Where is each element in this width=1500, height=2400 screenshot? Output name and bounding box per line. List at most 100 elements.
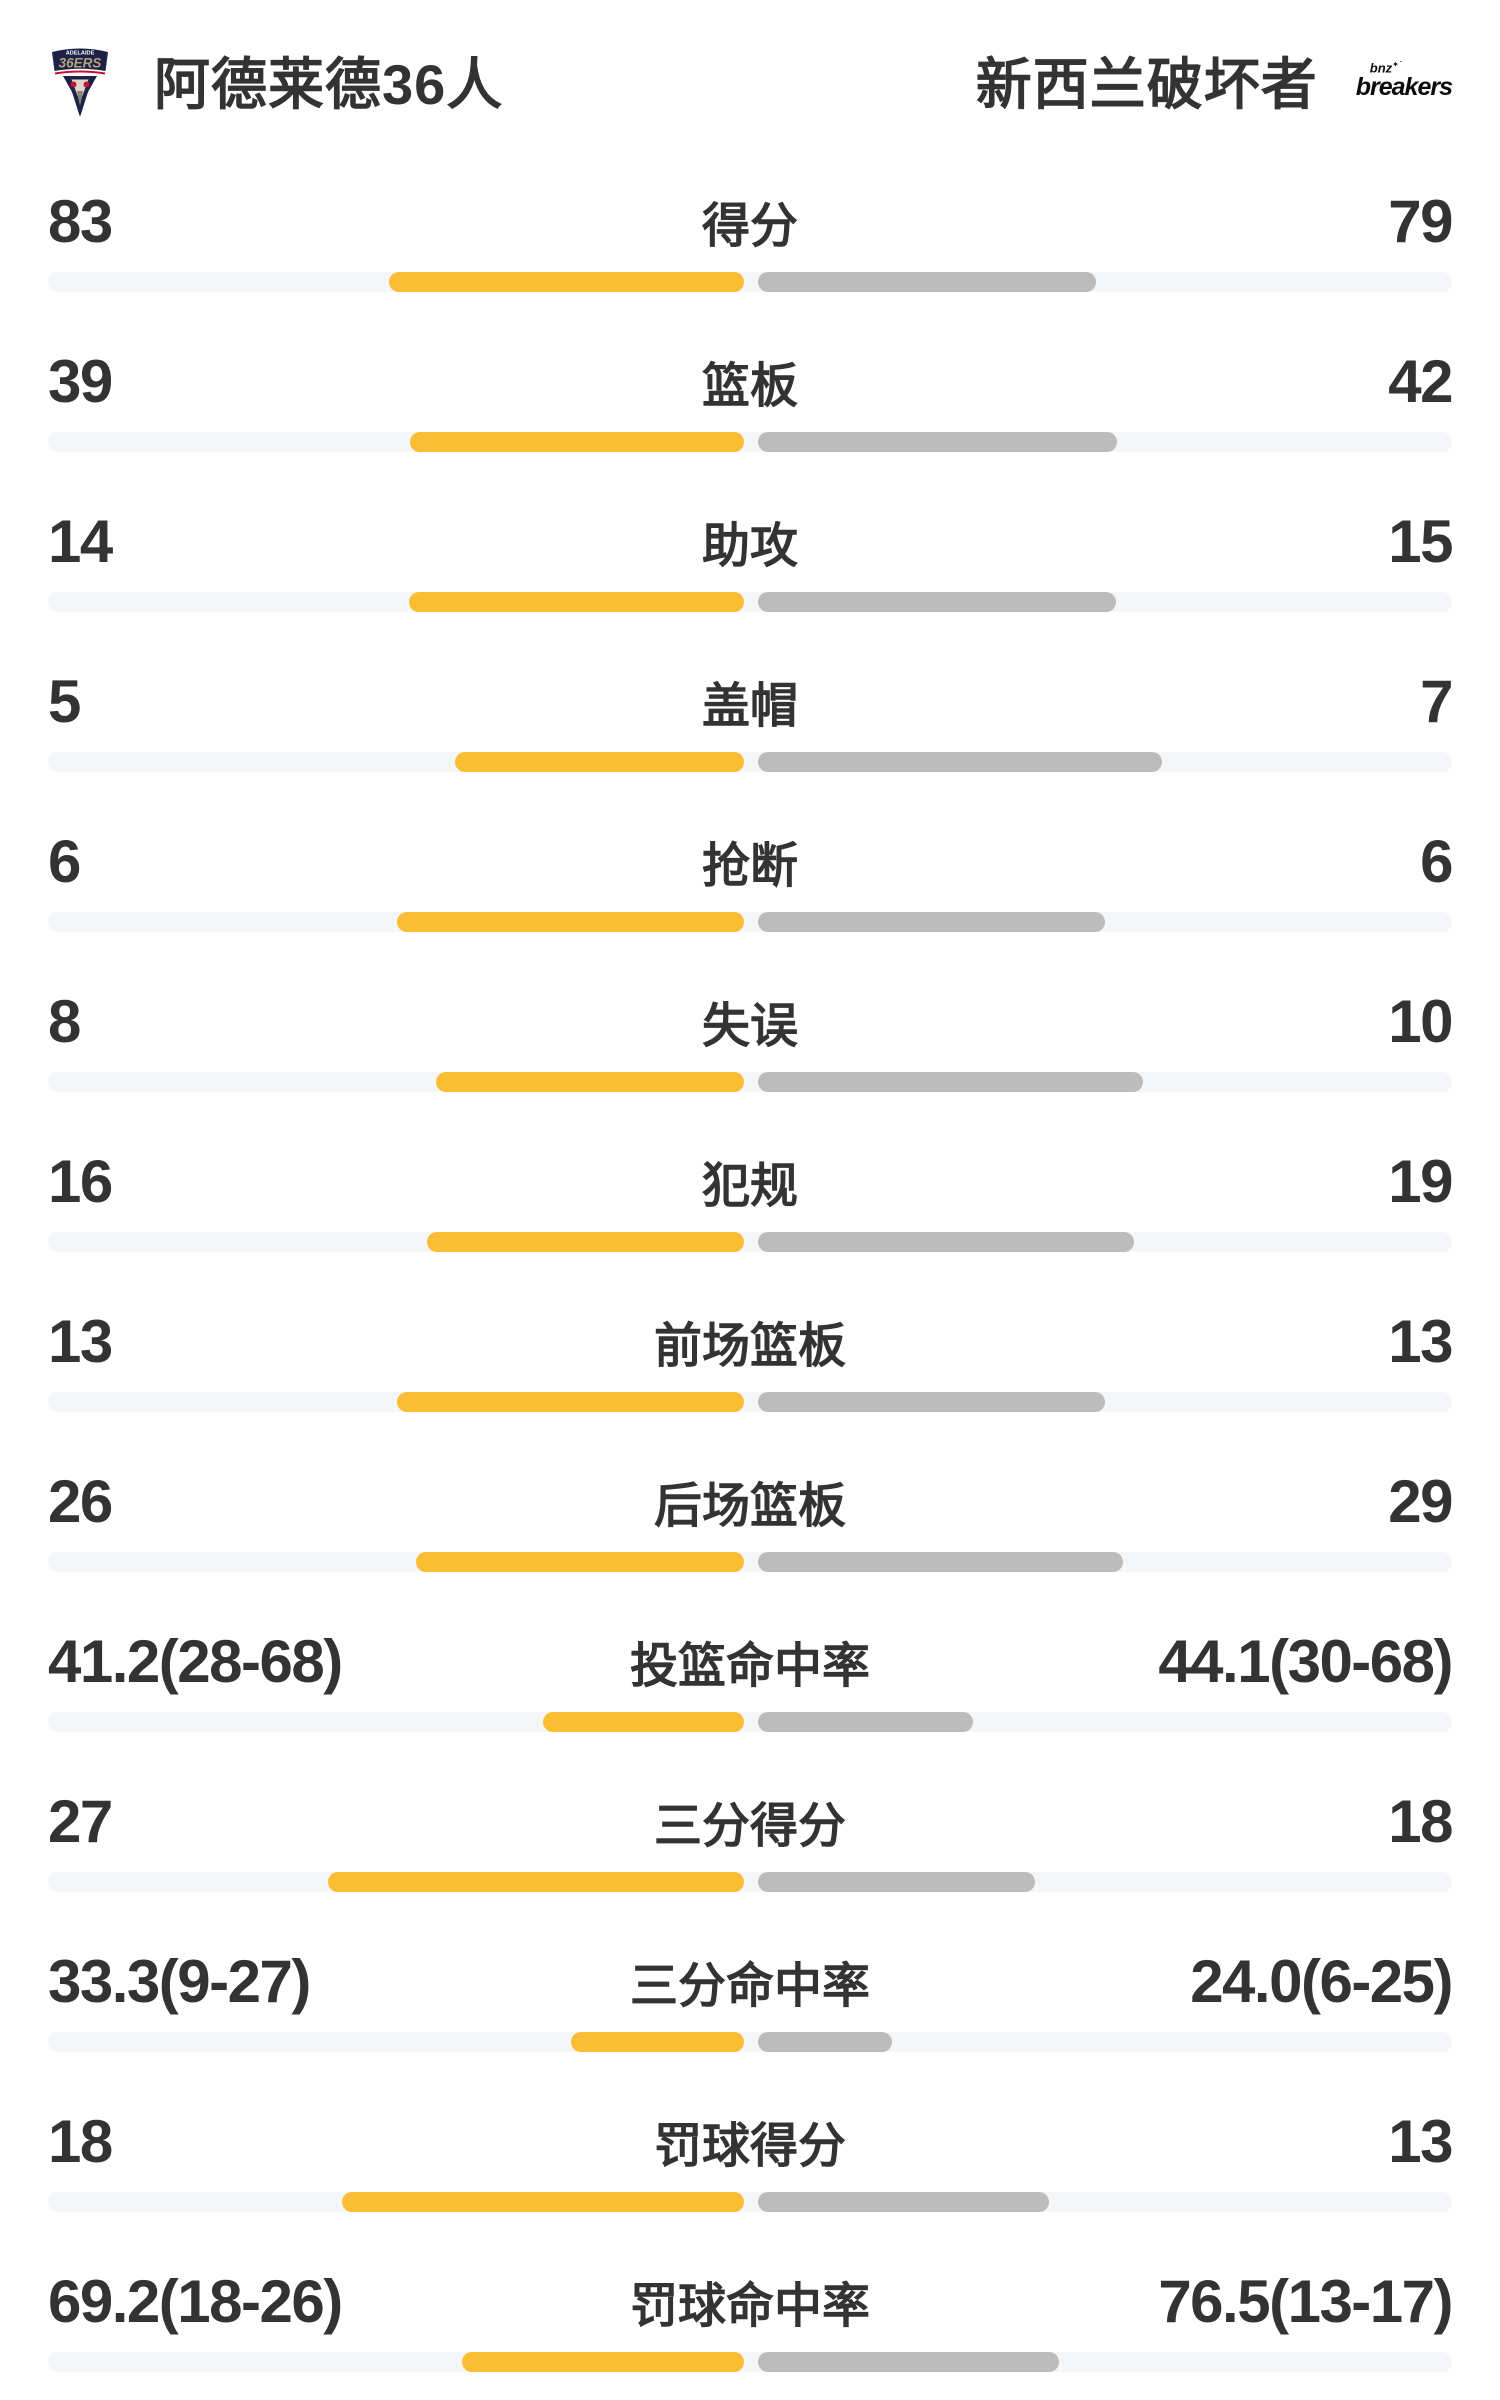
home-stat-bar xyxy=(397,1392,744,1412)
home-stat-bar xyxy=(416,1552,744,1572)
stat-bar-track xyxy=(48,752,1452,772)
home-stat-bar xyxy=(571,2032,744,2052)
home-value: 16 xyxy=(48,1148,113,1215)
home-team-name: 阿德莱德36人 xyxy=(154,53,504,116)
stat-row-text: 6 抢断 6 xyxy=(0,823,1500,912)
home-value: 14 xyxy=(48,508,113,575)
away-stat-bar xyxy=(758,752,1162,772)
away-value: 44.1(30-68) xyxy=(1158,1628,1453,1695)
stat-row: 83 得分 79 xyxy=(0,183,1500,343)
svg-text:36ERS: 36ERS xyxy=(59,55,102,70)
away-value: 29 xyxy=(1388,1468,1453,1535)
match-header: ADELAIDE 36ERS 阿德莱德36人 新西兰破坏者 bnz✦˙ brea… xyxy=(0,0,1500,183)
away-team: 新西兰破坏者 bnz✦˙ breakers xyxy=(975,40,1453,121)
stat-label: 篮板 xyxy=(702,360,799,413)
stat-label: 前场篮板 xyxy=(654,1320,847,1373)
home-value: 83 xyxy=(48,188,113,255)
stat-row-text: 27 三分得分 18 xyxy=(0,1783,1500,1872)
stat-bar-track xyxy=(48,1232,1452,1252)
stat-row: 13 前场篮板 13 xyxy=(0,1303,1500,1463)
home-stat-bar xyxy=(328,1872,744,1892)
stat-bar-track xyxy=(48,1712,1452,1732)
stat-row-text: 16 犯规 19 xyxy=(0,1143,1500,1232)
home-stat-bar xyxy=(389,272,744,292)
home-value: 13 xyxy=(48,1308,113,1375)
stat-row: 16 犯规 19 xyxy=(0,1143,1500,1303)
home-value: 33.3(9-27) xyxy=(48,1948,311,2015)
home-stat-bar xyxy=(436,1072,744,1092)
stat-bar-track xyxy=(48,432,1452,452)
away-value: 6 xyxy=(1420,828,1453,895)
stat-bar-track xyxy=(48,2192,1452,2212)
stat-bar-track xyxy=(48,1552,1452,1572)
home-value: 6 xyxy=(48,828,81,895)
home-team: ADELAIDE 36ERS 阿德莱德36人 xyxy=(48,40,503,121)
svg-text:ADELAIDE: ADELAIDE xyxy=(66,50,95,56)
stat-bar-track xyxy=(48,912,1452,932)
stat-bar-track xyxy=(48,592,1452,612)
stat-row: 5 盖帽 7 xyxy=(0,663,1500,823)
away-value: 24.0(6-25) xyxy=(1190,1948,1453,2015)
stat-row: 33.3(9-27) 三分命中率 24.0(6-25) xyxy=(0,1943,1500,2103)
home-value: 39 xyxy=(48,348,113,415)
stat-row-text: 83 得分 79 xyxy=(0,183,1500,272)
home-stat-bar xyxy=(397,912,744,932)
stat-label: 三分得分 xyxy=(654,1800,847,1853)
away-stat-bar xyxy=(758,1072,1143,1092)
away-stat-bar xyxy=(758,1712,973,1732)
home-stat-bar xyxy=(455,752,744,772)
away-stat-bar xyxy=(758,2192,1049,2212)
away-value: 13 xyxy=(1388,2108,1453,2175)
stat-label: 犯规 xyxy=(702,1160,799,1213)
stats-comparison-list: 83 得分 79 39 篮板 42 14 助攻 15 5 盖帽 7 6 抢断 6 8 失误 10 16 犯规 19 13 前… xyxy=(0,183,1500,2400)
stat-bar-track xyxy=(48,2032,1452,2052)
stat-label: 罚球得分 xyxy=(654,2120,847,2173)
sparkle-icon: ✦˙ xyxy=(1392,59,1402,69)
stat-row: 69.2(18-26) 罚球命中率 76.5(13-17) xyxy=(0,2263,1500,2400)
stat-label: 三分命中率 xyxy=(630,1960,871,2013)
home-value: 5 xyxy=(48,668,81,735)
away-stat-bar xyxy=(758,1552,1123,1572)
stat-row-text: 5 盖帽 7 xyxy=(0,663,1500,752)
stat-row: 41.2(28-68) 投篮命中率 44.1(30-68) xyxy=(0,1623,1500,1783)
away-value: 10 xyxy=(1388,988,1453,1055)
away-stat-bar xyxy=(758,912,1105,932)
stat-bar-track xyxy=(48,272,1452,292)
stat-row: 14 助攻 15 xyxy=(0,503,1500,663)
home-value: 27 xyxy=(48,1788,113,1855)
stat-label: 失误 xyxy=(702,1000,799,1053)
stat-row: 8 失误 10 xyxy=(0,983,1500,1143)
away-value: 15 xyxy=(1388,508,1453,575)
stat-row: 6 抢断 6 xyxy=(0,823,1500,983)
away-value: 7 xyxy=(1420,668,1453,735)
stat-label: 抢断 xyxy=(702,840,799,893)
stat-bar-track xyxy=(48,1072,1452,1092)
stat-row: 26 后场篮板 29 xyxy=(0,1463,1500,1623)
stat-bar-track xyxy=(48,1392,1452,1412)
away-stat-bar xyxy=(758,432,1117,452)
home-value: 18 xyxy=(48,2108,113,2175)
home-stat-bar xyxy=(342,2192,744,2212)
stat-label: 助攻 xyxy=(702,520,799,573)
away-stat-bar xyxy=(758,2032,892,2052)
away-value: 42 xyxy=(1388,348,1453,415)
stat-label: 罚球命中率 xyxy=(630,2280,871,2333)
away-value: 76.5(13-17) xyxy=(1158,2268,1453,2335)
stat-row-text: 39 篮板 42 xyxy=(0,343,1500,432)
home-stat-bar xyxy=(427,1232,744,1252)
stat-row-text: 14 助攻 15 xyxy=(0,503,1500,592)
stat-row: 27 三分得分 18 xyxy=(0,1783,1500,1943)
away-stat-bar xyxy=(758,1232,1134,1252)
stat-row-text: 26 后场篮板 29 xyxy=(0,1463,1500,1552)
away-value: 79 xyxy=(1388,188,1453,255)
home-value: 26 xyxy=(48,1468,113,1535)
bnz-breakers-logo-icon: bnz✦˙ breakers xyxy=(1355,59,1453,102)
home-stat-bar xyxy=(462,2352,744,2372)
away-stat-bar xyxy=(758,1392,1105,1412)
home-value: 8 xyxy=(48,988,81,1055)
away-value: 13 xyxy=(1388,1308,1453,1375)
away-team-name: 新西兰破坏者 xyxy=(975,53,1318,116)
stat-label: 投篮命中率 xyxy=(630,1640,871,1693)
home-stat-bar xyxy=(409,592,744,612)
stat-row-text: 41.2(28-68) 投篮命中率 44.1(30-68) xyxy=(0,1623,1500,1712)
